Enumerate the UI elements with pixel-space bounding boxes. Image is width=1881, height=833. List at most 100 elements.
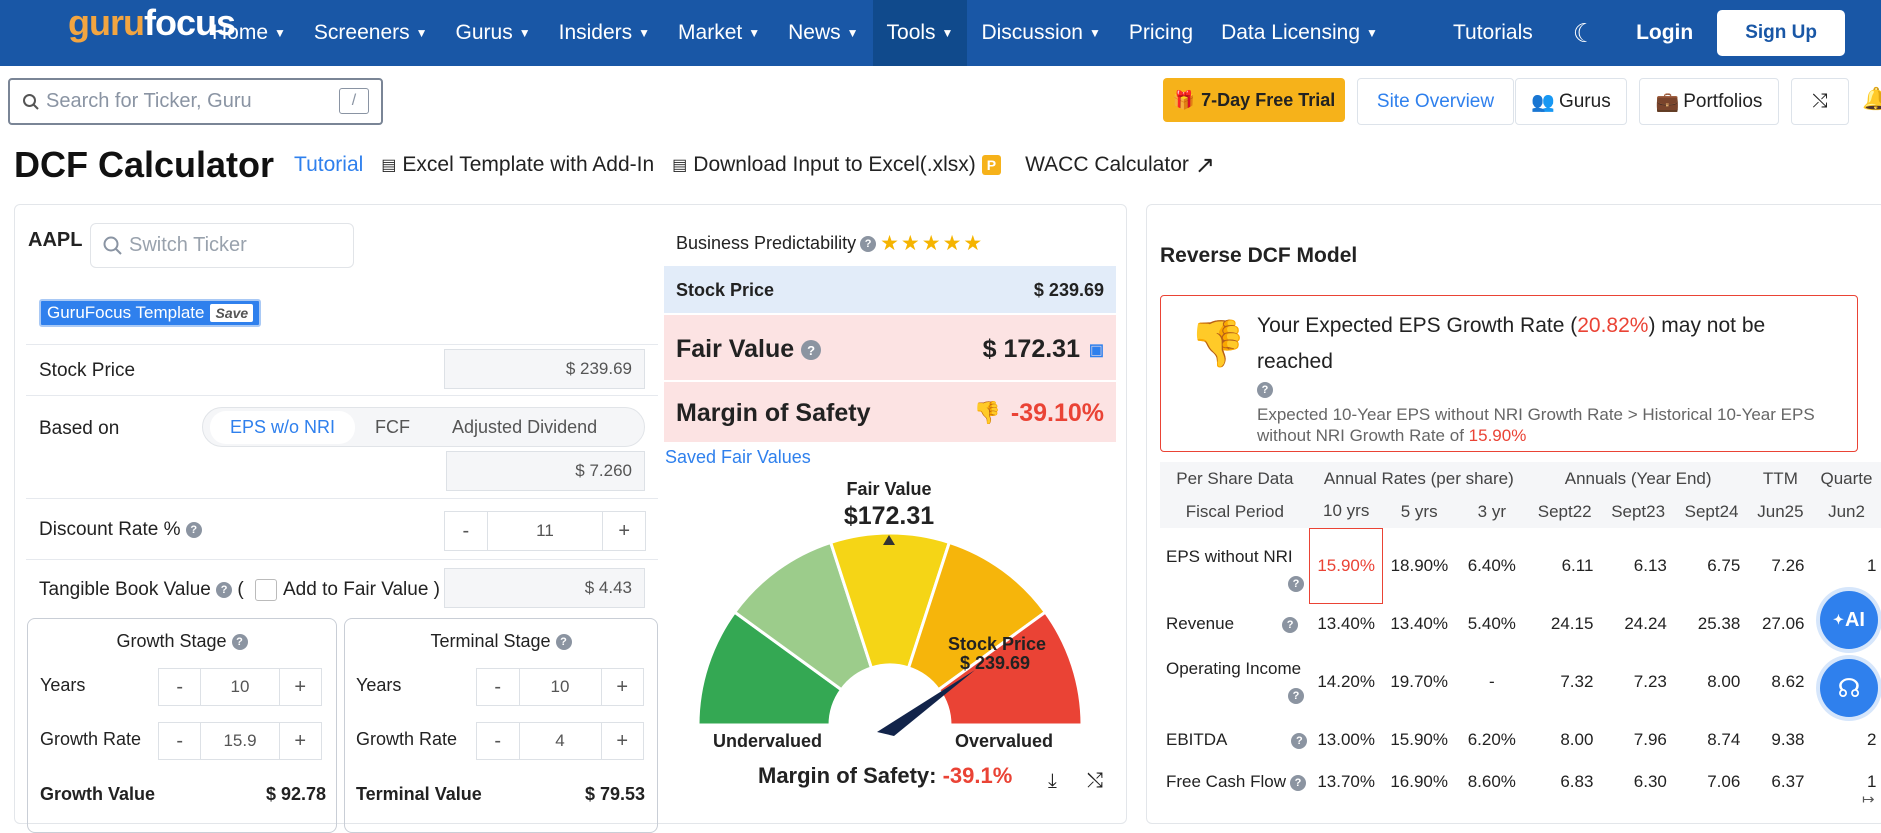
discount-rate-text: Discount Rate % [39, 519, 181, 540]
nav-tutorials[interactable]: Tutorials [1453, 21, 1533, 44]
nav-insiders-label: Insiders [558, 21, 633, 44]
nav-home[interactable]: Home ▼ [198, 0, 300, 66]
save-template-button[interactable]: Save [210, 304, 254, 322]
free-trial-button[interactable]: 🎁 7-Day Free Trial [1163, 78, 1345, 122]
login-link[interactable]: Login [1636, 21, 1694, 44]
add-to-fair-value-checkbox[interactable] [255, 579, 277, 601]
help-icon[interactable]: ? [1257, 382, 1273, 398]
collapse-icon[interactable]: ↦ [1862, 791, 1875, 808]
nav-gurus[interactable]: Gurus ▼ [442, 0, 545, 66]
help-icon[interactable]: ? [185, 521, 202, 538]
help-icon[interactable]: ? [231, 634, 248, 651]
tab-eps[interactable]: EPS w/o NRI [210, 410, 356, 444]
discount-rate-value[interactable]: 11 [486, 512, 604, 550]
save-icon[interactable]: ▣ [1088, 342, 1104, 359]
excel-template-link[interactable]: Excel Template with Add-In [402, 153, 655, 176]
help-icon[interactable]: ? [860, 235, 877, 252]
discount-rate-stepper[interactable]: - 11 + [444, 511, 646, 551]
plus-icon[interactable]: + [616, 675, 629, 698]
help-icon[interactable]: ? [1291, 732, 1308, 749]
nav-insiders[interactable]: Insiders ▼ [545, 0, 664, 66]
plus-icon[interactable]: + [294, 675, 307, 698]
gauge-fair-value-label: Fair Value [846, 479, 932, 499]
nav-screeners[interactable]: Screeners ▼ [300, 0, 442, 66]
gurufocus-template-button[interactable]: GuruFocus Template Save [39, 299, 262, 327]
minus-icon[interactable]: - [494, 675, 502, 698]
growth-years-stepper[interactable]: - 10 + [158, 668, 322, 706]
tab-adjusted-dividend[interactable]: Adjusted Dividend [452, 416, 598, 437]
site-overview-button[interactable]: Site Overview [1357, 78, 1514, 125]
site-overview-label: Site Overview [1376, 90, 1495, 112]
tutorial-link[interactable]: Tutorial [294, 153, 364, 176]
nav-tools-label: Tools [886, 21, 936, 44]
chevron-down-icon: ▼ [748, 26, 761, 40]
gurus-button[interactable]: 👥 Gurus [1515, 78, 1627, 125]
bell-icon[interactable]: 🔔 [1862, 86, 1881, 111]
table-row: Free Cash Flow? 13.70% 16.90% 8.60% 6.83… [1160, 761, 1881, 803]
stock-price-input[interactable]: $ 239.69 [444, 349, 645, 389]
download-excel-link[interactable]: Download Input to Excel(.xlsx) [693, 153, 976, 176]
plus-icon[interactable]: + [616, 729, 629, 752]
plus-icon[interactable]: + [618, 519, 631, 542]
saved-fair-values-link[interactable]: Saved Fair Values [665, 447, 811, 467]
period-10yrs: 10 yrs [1323, 501, 1370, 521]
growth-stage-title: Growth Stage ? [27, 631, 337, 652]
wacc-calculator-link[interactable]: WACC Calculator [1025, 153, 1189, 176]
help-icon[interactable]: ? [1288, 575, 1304, 592]
cell: 27.06 [1761, 614, 1805, 633]
growth-years-value[interactable]: 10 [200, 669, 280, 705]
terminal-years-value[interactable]: 10 [518, 669, 602, 705]
ai-assistant-button[interactable]: ✦ AI [1820, 591, 1878, 649]
summary-margin-of-safety: Margin of Safety 👎 -39.10% [664, 382, 1116, 442]
cell: 6.20% [1467, 730, 1516, 749]
help-icon[interactable]: ? [1288, 687, 1304, 704]
gurufocus-logo[interactable]: gurufocus [68, 2, 236, 44]
minus-icon[interactable]: - [462, 519, 470, 542]
alert-detail: Expected 10-Year EPS without NRI Growth … [1257, 404, 1849, 446]
row-label-text: Operating Income [1166, 659, 1302, 678]
signup-button[interactable]: Sign Up [1717, 10, 1845, 56]
fair-value-text: Fair Value [676, 335, 795, 363]
switch-ticker-placeholder: Switch Ticker [129, 234, 247, 256]
terminal-rate-value[interactable]: 4 [518, 723, 602, 759]
table-row: Operating Income? 14.20% 19.70% - 7.32 7… [1160, 645, 1881, 719]
nav-discussion[interactable]: Discussion ▼ [967, 0, 1114, 66]
nav-tools[interactable]: Tools ▼ [872, 0, 968, 66]
share-icon[interactable]: ⤭ [1087, 770, 1103, 792]
nav-market[interactable]: Market ▼ [664, 0, 774, 66]
fair-value-amount: $ 172.31 [982, 335, 1080, 363]
external-link-icon: ↗ [1194, 151, 1215, 179]
help-icon[interactable]: ? [216, 582, 233, 598]
terminal-rate-stepper[interactable]: - 4 + [476, 722, 644, 760]
portfolios-button[interactable]: 💼 Portfolios [1639, 78, 1779, 125]
tangible-book-input[interactable]: $ 4.43 [444, 568, 645, 608]
cell: 24.24 [1624, 614, 1667, 633]
growth-rate-stepper[interactable]: - 15.9 + [158, 722, 322, 760]
terminal-years-stepper[interactable]: - 10 + [476, 668, 644, 706]
help-icon[interactable]: ? [1282, 616, 1299, 633]
minus-icon[interactable]: - [176, 729, 184, 752]
gauge-fair-value: $172.31 [843, 502, 935, 530]
eps-value-input[interactable]: $ 7.260 [446, 451, 645, 491]
plus-icon[interactable]: + [294, 729, 307, 752]
minus-icon[interactable]: - [176, 675, 184, 698]
share-button[interactable]: ⤭ [1791, 78, 1849, 125]
cell: 24.15 [1550, 614, 1594, 633]
nav-data-licensing[interactable]: Data Licensing ▼ [1207, 0, 1392, 66]
support-button[interactable]: ☊ [1820, 659, 1878, 717]
switch-ticker-input[interactable]: Switch Ticker [90, 223, 354, 268]
fair-value-label: Fair Value ? [676, 335, 822, 364]
nav-pricing[interactable]: Pricing [1115, 0, 1207, 66]
business-predictability: Business Predictability ? ★★★★★ [676, 231, 984, 256]
nav-news[interactable]: News ▼ [774, 0, 872, 66]
growth-rate-value[interactable]: 15.9 [200, 723, 280, 759]
moon-icon[interactable]: ☾ [1572, 17, 1597, 48]
download-icon[interactable]: ⤓ [1048, 770, 1057, 792]
ticker-search-input[interactable]: Search for Ticker, Guru / [8, 78, 383, 125]
search-icon [23, 93, 39, 110]
help-icon[interactable]: ? [555, 634, 572, 651]
help-icon[interactable]: ? [1289, 774, 1306, 791]
help-icon[interactable]: ? [801, 340, 822, 361]
minus-icon[interactable]: - [494, 729, 502, 752]
tab-fcf[interactable]: FCF [375, 416, 411, 437]
